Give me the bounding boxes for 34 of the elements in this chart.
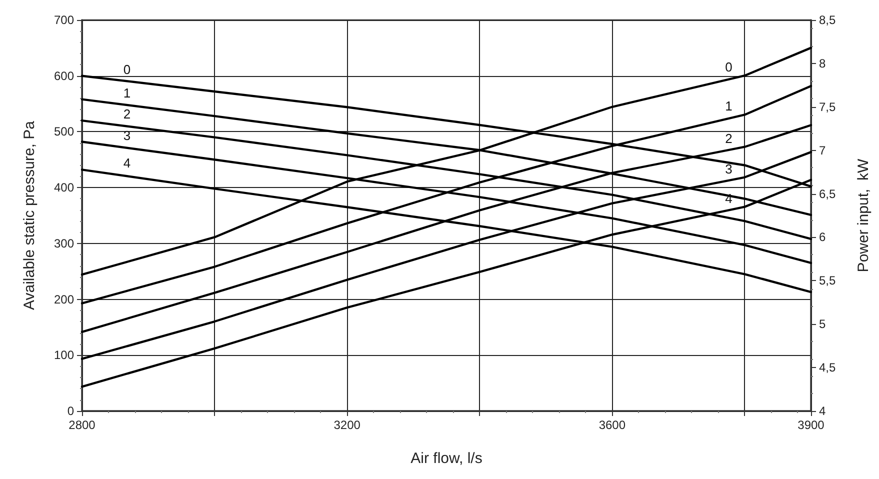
y-tick-label: 100 — [54, 348, 74, 362]
y2-tick-label: 5 — [819, 317, 826, 332]
series-label: 0 — [123, 62, 131, 77]
series-label: 1 — [123, 85, 131, 100]
x-tick-label: 3900 — [798, 418, 825, 432]
series-label: 3 — [725, 161, 732, 176]
y-tick-label: 400 — [54, 180, 74, 195]
y-tick-label: 0 — [67, 404, 74, 418]
y-axis-title: Available static pressure, Pa — [21, 120, 38, 310]
x-axis-title: Air flow, l/s — [410, 450, 482, 467]
series-label: 1 — [725, 98, 732, 114]
series-label: 2 — [725, 130, 732, 146]
series-label: 4 — [123, 156, 131, 171]
y2-tick-label: 5,5 — [819, 274, 836, 288]
y2-tick-label: 4,5 — [819, 360, 836, 375]
x-tick-label: 2800 — [68, 418, 96, 432]
x-tick-label: 3200 — [334, 418, 361, 432]
y2-tick-label: 4 — [819, 404, 826, 418]
y-tick-label: 600 — [54, 68, 74, 83]
y2-tick-label: 8,5 — [819, 13, 836, 27]
y-tick-label: 700 — [54, 13, 74, 27]
y2-tick-label: 7,5 — [819, 100, 836, 114]
y2-axis-title: Power input, kW — [855, 158, 872, 272]
y-tick-label: 200 — [54, 292, 74, 306]
series-label: 2 — [123, 106, 131, 122]
y-tick-label: 500 — [54, 124, 74, 139]
y2-tick-label: 6,5 — [819, 186, 836, 201]
series-label: 0 — [725, 60, 732, 75]
y2-tick-label: 8 — [819, 56, 826, 70]
series-label: 3 — [123, 128, 131, 143]
x-tick-label: 3600 — [598, 418, 626, 432]
y-tick-label: 300 — [54, 236, 74, 250]
y2-tick-label: 7 — [819, 143, 826, 158]
y2-tick-label: 6 — [819, 230, 826, 244]
